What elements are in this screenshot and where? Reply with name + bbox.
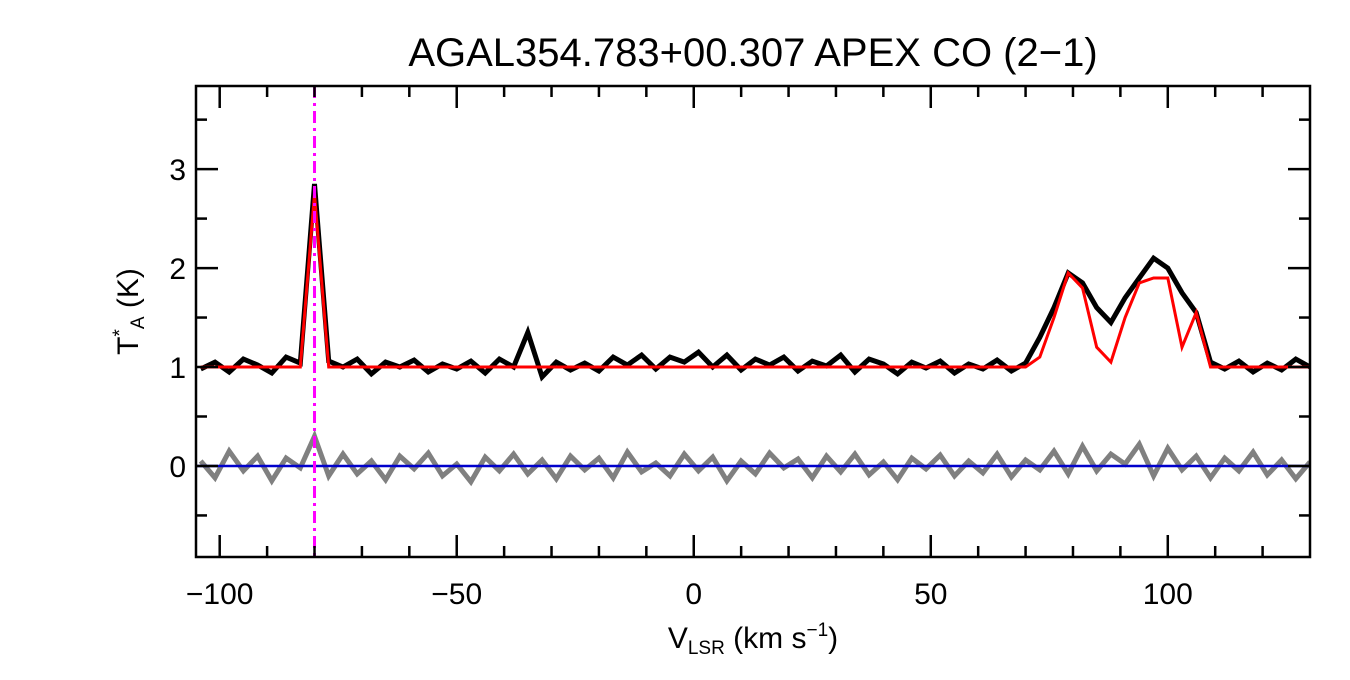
y-tick-label: 0 bbox=[169, 451, 186, 484]
y-axis-label-part: * bbox=[110, 329, 131, 337]
y-axis-label-part: (K) bbox=[112, 268, 145, 316]
y-tick-label: 2 bbox=[169, 253, 186, 286]
x-tick-label: −50 bbox=[431, 578, 482, 611]
x-tick-label: 100 bbox=[1143, 578, 1193, 611]
spectrum-line bbox=[199, 183, 1310, 382]
y-axis-label-part: T bbox=[112, 337, 145, 355]
x-axis-label: VLSR (km s−1) bbox=[668, 620, 838, 659]
x-tick-label: 0 bbox=[685, 578, 702, 611]
plot-area bbox=[196, 86, 1310, 557]
x-axis-label-part: −1 bbox=[806, 620, 828, 641]
y-tick-label: 1 bbox=[169, 352, 186, 385]
x-axis-label-part: (km s bbox=[725, 622, 807, 655]
y-axis-label: T*A (K) bbox=[110, 268, 149, 355]
x-axis-label-part: LSR bbox=[688, 638, 725, 659]
x-tick-label: 50 bbox=[914, 578, 947, 611]
x-tick-label: −100 bbox=[186, 578, 254, 611]
x-axis-label-part: ) bbox=[828, 622, 838, 655]
plot-frame bbox=[194, 84, 1312, 559]
spectrum-line bbox=[198, 429, 1310, 487]
y-axis-label-part: A bbox=[128, 316, 149, 329]
y-tick-label: 3 bbox=[169, 154, 186, 187]
chart-title: AGAL354.783+00.307 APEX CO (2−1) bbox=[408, 31, 1097, 75]
spectrum-line bbox=[200, 193, 1310, 369]
x-axis-label-part: V bbox=[668, 622, 688, 655]
